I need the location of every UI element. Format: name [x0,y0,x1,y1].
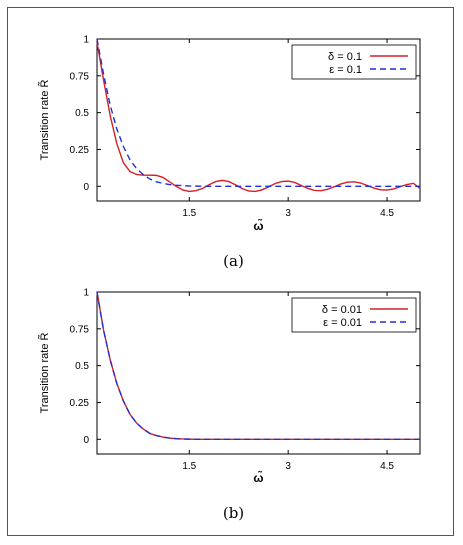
figure-svg: 0 0.25 0.5 0.75 1 1.5 3 4.5 ω̃ Transition rate R̃… [38,35,421,522]
x-tick-label: 4.5 [380,208,394,219]
y-axis-label: Transition rate R̃ [38,79,51,160]
x-tick-label: 3 [285,208,291,219]
legend-label: δ = 0.01 [322,304,362,316]
panel-b: 0 0.25 0.5 0.75 1 1.5 3 4.5 ω̃ Transition rate R̃… [38,288,421,522]
panel-label: (a) [223,252,244,270]
series-line-delta [96,291,420,440]
y-tick-label: 0.25 [70,145,90,156]
legend-label: ε = 0.01 [323,317,362,329]
x-tick-label: 1.5 [182,208,196,219]
y-axis-label: Transition rate R̃ [38,332,51,413]
y-tick-label: 1 [83,35,89,46]
y-tick-label: 0 [83,182,89,193]
legend-label: ε = 0.1 [329,64,362,76]
y-tick-label: 0.5 [75,361,89,372]
series-line-delta [96,41,421,193]
x-tick-label: 4.5 [380,461,394,472]
x-tick-label: 3 [285,461,291,472]
plot-area [96,291,421,455]
plot-area [96,38,421,202]
x-axis-label: ω̃ [253,470,263,485]
panel-label: (b) [223,504,244,522]
x-axis-label: ω̃ [253,218,263,233]
y-tick-label: 0.75 [70,71,90,82]
figure-frame: 0 0.25 0.5 0.75 1 1.5 3 4.5 ω̃ Transition rate R̃… [7,7,454,536]
y-tick-label: 1 [83,288,89,299]
y-tick-label: 0 [83,435,89,446]
y-tick-label: 0.25 [70,398,90,409]
legend-label: δ = 0.1 [328,51,362,63]
legend: δ = 0.01ε = 0.01 [291,297,417,333]
legend-box [291,297,417,333]
y-tick-label: 0.75 [70,324,90,335]
legend-box [291,44,417,80]
panel-a: 0 0.25 0.5 0.75 1 1.5 3 4.5 ω̃ Transition rate R̃… [38,35,421,270]
y-tick-label: 0.5 [75,108,89,119]
legend: δ = 0.1ε = 0.1 [291,44,417,80]
x-tick-label: 1.5 [182,461,196,472]
